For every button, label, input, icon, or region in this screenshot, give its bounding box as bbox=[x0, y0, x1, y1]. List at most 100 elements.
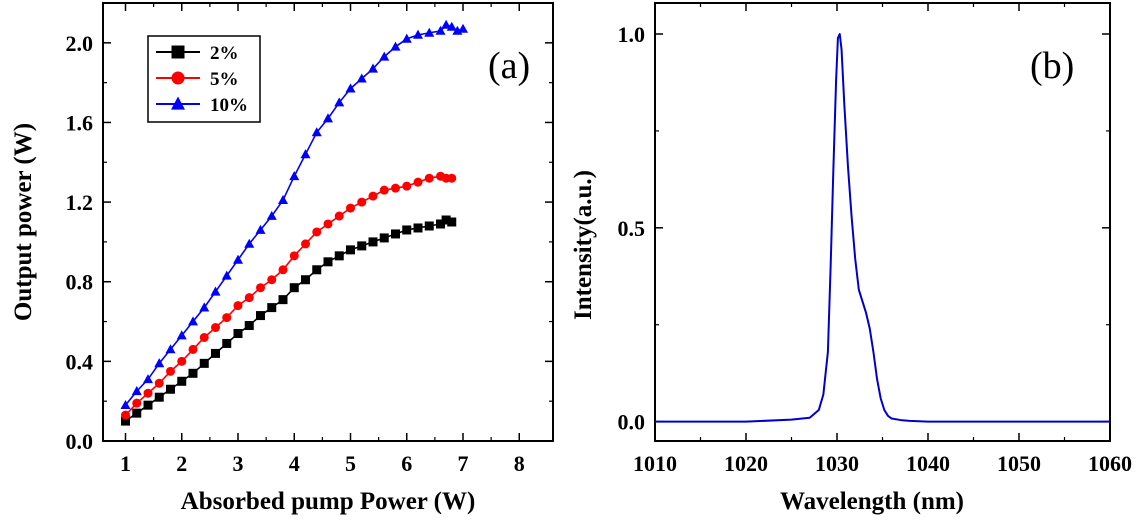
data-point bbox=[211, 348, 220, 358]
data-point bbox=[120, 399, 131, 410]
data-point bbox=[278, 194, 288, 204]
data-point bbox=[368, 191, 378, 201]
series-10pct bbox=[120, 19, 468, 410]
y-tick-label: 0.0 bbox=[618, 410, 646, 435]
x-tick-label: 1030 bbox=[815, 451, 859, 476]
data-point bbox=[413, 223, 423, 233]
data-point bbox=[413, 29, 423, 39]
data-point bbox=[188, 316, 198, 326]
plot-frame-a bbox=[102, 2, 554, 442]
data-point bbox=[255, 224, 266, 234]
data-point bbox=[435, 25, 446, 35]
data-point bbox=[424, 27, 435, 37]
chart-panel-b: 1010 1020 1030 1040 1050 1060 0.0 0.5 1.0 (b) Wa… bbox=[570, 2, 1132, 515]
data-point bbox=[402, 225, 412, 235]
data-point bbox=[368, 237, 378, 247]
panel-label-a: (a) bbox=[488, 45, 530, 87]
legend-label: 2% bbox=[210, 43, 239, 64]
x-tick-label: 1 bbox=[120, 451, 131, 476]
x-tick-label: 8 bbox=[514, 451, 525, 476]
x-axis-title-b: Wavelength (nm) bbox=[780, 488, 964, 515]
legend: 2% 5% 10% bbox=[147, 35, 261, 123]
series-2pct bbox=[121, 215, 457, 426]
data-point bbox=[132, 398, 142, 408]
x-tick-label: 1010 bbox=[633, 451, 677, 476]
y-tick-label: 1.2 bbox=[66, 190, 94, 215]
data-point bbox=[441, 19, 452, 29]
data-point bbox=[357, 197, 367, 207]
data-point bbox=[121, 416, 130, 426]
y-tick-label: 1.0 bbox=[618, 22, 646, 47]
data-point bbox=[154, 378, 164, 388]
data-point bbox=[244, 293, 254, 303]
data-point bbox=[312, 227, 322, 237]
y-axis-title-b: Intensity(a.u.) bbox=[570, 170, 597, 320]
data-point bbox=[300, 149, 311, 159]
data-point bbox=[379, 51, 390, 61]
data-point bbox=[278, 295, 288, 305]
data-point bbox=[424, 173, 434, 183]
x-axis-title-a: Absorbed pump Power (W) bbox=[181, 488, 476, 515]
data-point bbox=[221, 270, 232, 280]
series-group-a bbox=[120, 19, 468, 426]
data-point bbox=[132, 408, 142, 418]
x-tick-label: 1050 bbox=[997, 451, 1041, 476]
data-point bbox=[222, 338, 232, 348]
data-point bbox=[379, 185, 389, 195]
tick-marks-b bbox=[654, 3, 1111, 441]
data-point bbox=[278, 265, 288, 275]
y-tick-label: 1.6 bbox=[66, 110, 94, 135]
data-point bbox=[401, 33, 412, 43]
x-tick-label: 1060 bbox=[1088, 451, 1132, 476]
data-point bbox=[266, 210, 277, 220]
data-point bbox=[379, 233, 389, 243]
x-tick-label: 7 bbox=[458, 451, 469, 476]
data-point bbox=[188, 344, 198, 354]
data-point bbox=[391, 183, 400, 193]
x-tick-label: 6 bbox=[401, 451, 412, 476]
data-point bbox=[267, 303, 277, 313]
x-tick-label: 3 bbox=[233, 451, 244, 476]
x-tick-label: 1020 bbox=[724, 451, 768, 476]
data-point bbox=[345, 83, 356, 93]
data-point bbox=[458, 23, 468, 33]
legend-marker bbox=[171, 71, 185, 85]
data-point bbox=[210, 286, 221, 296]
data-point bbox=[143, 374, 153, 384]
data-point bbox=[165, 344, 176, 354]
data-point bbox=[121, 410, 130, 420]
legend-label: 10% bbox=[210, 95, 248, 116]
data-point bbox=[143, 400, 153, 410]
data-point bbox=[334, 251, 344, 261]
data-point bbox=[357, 241, 367, 251]
x-tick-label: 2 bbox=[176, 451, 187, 476]
data-point bbox=[391, 229, 400, 239]
data-point bbox=[334, 211, 344, 221]
y-tick-label: 0.5 bbox=[618, 216, 646, 241]
data-point bbox=[447, 173, 457, 183]
data-point bbox=[177, 376, 187, 386]
data-point bbox=[199, 302, 210, 312]
data-point bbox=[176, 330, 187, 340]
data-point bbox=[267, 275, 277, 285]
data-point bbox=[390, 41, 401, 51]
x-tick-label: 4 bbox=[289, 451, 300, 476]
data-point bbox=[166, 366, 175, 376]
data-point bbox=[446, 21, 457, 31]
series-line bbox=[124, 175, 452, 416]
chart-panel-a: 1 2 3 4 5 6 7 8 0.0 0.4 0.8 1.2 1.6 2.0 2% 5% 10% (a) A… bbox=[10, 2, 554, 515]
legend-marker bbox=[171, 96, 185, 110]
data-point bbox=[154, 358, 165, 368]
spectrum-line bbox=[655, 33, 1110, 423]
data-point bbox=[177, 356, 187, 366]
data-point bbox=[289, 251, 299, 261]
data-point bbox=[233, 301, 243, 311]
data-point bbox=[413, 177, 423, 187]
tick-marks-a bbox=[103, 3, 553, 442]
data-point bbox=[131, 386, 142, 396]
data-point bbox=[222, 313, 232, 323]
tick-labels-a: 1 2 3 4 5 6 7 8 0.0 0.4 0.8 1.2 1.6 2.0 bbox=[66, 31, 525, 476]
panel-label-b: (b) bbox=[1030, 45, 1074, 87]
y-tick-label: 0.8 bbox=[66, 270, 94, 295]
